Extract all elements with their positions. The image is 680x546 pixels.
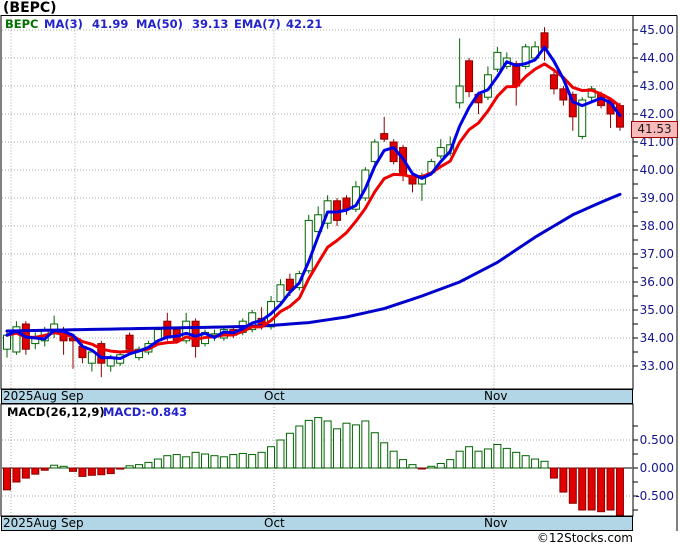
price-axis-label: 41.00 — [639, 135, 674, 149]
macd-params-label: MACD(26,12,9) — [7, 405, 105, 419]
price-axis-label: 39.00 — [639, 191, 674, 205]
ema7-value: 42.21 — [286, 17, 323, 31]
chart-title: (BEPC) — [3, 0, 57, 16]
ma3-value: 41.99 — [92, 17, 129, 31]
month-label: 2025Aug — [3, 389, 57, 403]
month-label: Oct — [264, 516, 285, 530]
ma50-label: MA(50) — [136, 17, 183, 31]
x-axis-bar-top: 2025Aug Sep Oct Nov — [1, 389, 633, 404]
price-axis-label: 40.00 — [639, 163, 674, 177]
price-axis-label: 44.00 — [639, 51, 674, 65]
price-axis-label: 37.00 — [639, 247, 674, 261]
price-axis-label: 36.00 — [639, 275, 674, 289]
ma50-value: 39.13 — [192, 17, 229, 31]
month-label: Sep — [61, 516, 84, 530]
macd-axis-label: 0.000 — [639, 461, 674, 475]
x-axis-bar-bottom: 2025Aug Sep Oct Nov — [1, 516, 633, 531]
month-label: 2025Aug — [3, 516, 57, 530]
month-label: Nov — [484, 389, 508, 403]
macd-axis-label: -0.500 — [635, 489, 674, 503]
ticker-label: BEPC — [5, 17, 39, 31]
macd-value-label: MACD:-0.843 — [103, 405, 188, 419]
month-label: Nov — [484, 516, 508, 530]
month-label: Oct — [264, 389, 285, 403]
price-axis-label: 43.00 — [639, 79, 674, 93]
macd-axis-label: 0.500 — [639, 433, 674, 447]
month-label: Sep — [61, 389, 84, 403]
price-axis-label: 35.00 — [639, 303, 674, 317]
price-axis-label: 45.00 — [639, 23, 674, 37]
watermark: ©12Stocks.com — [536, 531, 633, 545]
price-axis-label: 38.00 — [639, 219, 674, 233]
price-axis-label: 34.00 — [639, 331, 674, 345]
ema7-label: EMA(7) — [234, 17, 281, 31]
last-price-badge: 41.53 — [631, 121, 678, 138]
price-axis-label: 33.00 — [639, 359, 674, 373]
price-axis-label: 42.00 — [639, 107, 674, 121]
ma3-label: MA(3) — [44, 17, 83, 31]
